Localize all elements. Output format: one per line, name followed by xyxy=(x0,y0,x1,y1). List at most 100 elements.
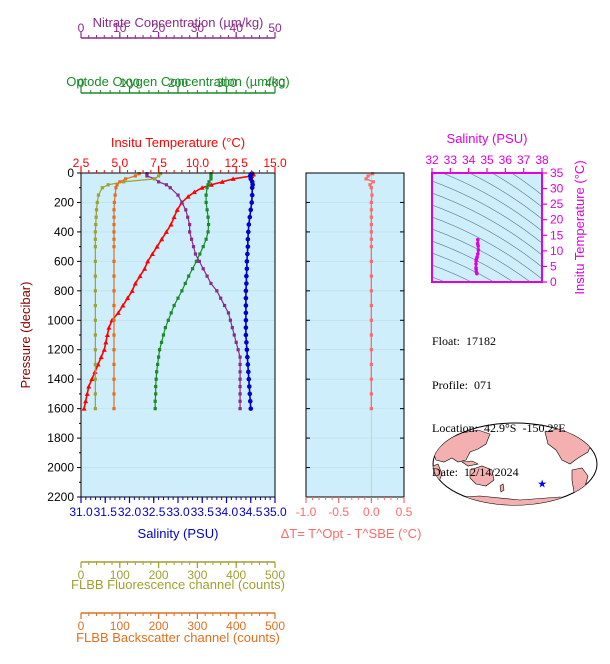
delta-point xyxy=(369,362,373,367)
salinity-tick-label: 33.0 xyxy=(166,505,190,519)
salinity-point xyxy=(243,310,249,316)
salinity-point xyxy=(249,192,255,198)
ts-density-contour xyxy=(432,228,531,282)
ts-density-contour xyxy=(432,180,542,244)
salinity-tick-label: 35.0 xyxy=(263,505,287,519)
oxygen-point xyxy=(169,311,173,315)
delta-point xyxy=(369,215,373,219)
backscatter-point xyxy=(112,222,116,227)
fluorescence-point xyxy=(93,303,97,308)
oxygen-point xyxy=(172,303,176,308)
backscatter-tick-label: 400 xyxy=(226,619,246,633)
oxygen-point xyxy=(201,245,205,249)
profiles-panel: 0200400600800100012001400160018002000220… xyxy=(18,15,290,645)
nitrate-point xyxy=(238,370,242,374)
temperature-point xyxy=(98,354,104,360)
fluorescence-axis-label: FLBB Fluorescence channel (counts) xyxy=(71,577,285,592)
temperature-point xyxy=(84,391,90,396)
pressure-tick-label: 200 xyxy=(54,195,74,209)
ts-density-contour xyxy=(491,173,542,208)
ts-salinity-tick-label: 34 xyxy=(462,153,476,167)
delta-point xyxy=(369,333,373,337)
nitrate-point xyxy=(234,340,238,344)
nitrate-point xyxy=(238,392,242,396)
nitrate-point xyxy=(184,208,188,212)
backscatter-point xyxy=(115,183,119,187)
fluorescence-point xyxy=(96,193,101,197)
oxygen-point xyxy=(159,340,164,344)
ts-density-contour xyxy=(432,252,495,282)
backscatter-point xyxy=(112,318,116,322)
delta-point xyxy=(371,172,375,176)
backscatter-point xyxy=(112,215,116,219)
backscatter-point xyxy=(112,245,116,249)
pressure-tick-label: 1200 xyxy=(47,343,74,357)
backscatter-point xyxy=(112,348,116,352)
backscatter-tick-label: 300 xyxy=(187,619,207,633)
oxygen-point xyxy=(176,296,180,300)
fluorescence-point xyxy=(93,259,97,263)
ts-temperature-tick-label: 5 xyxy=(550,259,557,273)
nitrate-point xyxy=(145,174,149,178)
fluorescence-point xyxy=(93,362,97,367)
pressure-axis-label: Pressure (decibar) xyxy=(18,282,33,389)
oxygen-point xyxy=(205,186,209,190)
pressure-tick-label: 0 xyxy=(67,166,74,180)
nitrate-point xyxy=(176,193,180,197)
nitrate-tick-label: 40 xyxy=(230,21,244,35)
oxygen-point xyxy=(161,333,166,337)
temperature-point xyxy=(149,251,155,256)
delta-point xyxy=(369,222,373,227)
ts-temperature-tick-label: 0 xyxy=(550,275,557,289)
oxygen-point xyxy=(163,326,167,330)
salinity-point xyxy=(245,354,250,360)
world-map: ★ xyxy=(432,422,598,506)
float-location-marker: ★ xyxy=(537,479,547,491)
temperature-point xyxy=(104,332,110,337)
profile-number: Profile: 071 xyxy=(432,377,492,392)
ts-temperature-tick-label: 35 xyxy=(550,166,564,180)
salinity-point xyxy=(249,200,255,205)
nitrate-point xyxy=(238,355,242,359)
delta-tick-label: -0.5 xyxy=(328,505,349,519)
ts-density-contour xyxy=(432,204,542,268)
ts-salinity-tick-label: 33 xyxy=(444,153,458,167)
ts-density-contour xyxy=(441,173,542,232)
fluorescence-tick-label: 100 xyxy=(110,568,130,582)
ts-temperature-tick-label: 20 xyxy=(550,213,564,227)
fluorescence-point xyxy=(94,215,98,219)
delta-point xyxy=(369,392,373,396)
salinity-point xyxy=(244,347,250,353)
delta-point xyxy=(369,208,373,212)
temperature-tick-label: 2.5 xyxy=(73,156,90,170)
delta-point xyxy=(369,318,373,322)
fluorescence-point xyxy=(93,289,97,293)
backscatter-point xyxy=(124,177,128,181)
oxygen-point xyxy=(204,237,208,241)
nitrate-point xyxy=(230,326,234,330)
float-location: Location: 42.9°S -150.2°E xyxy=(432,421,566,435)
backscatter-series xyxy=(112,172,141,411)
ts-salinity-tick-label: 32 xyxy=(425,153,439,167)
nitrate-point xyxy=(168,186,172,190)
salinity-point xyxy=(244,259,250,264)
oxygen-point xyxy=(187,274,191,278)
pressure-tick-label: 2200 xyxy=(47,490,74,504)
salinity-point xyxy=(245,251,250,257)
salinity-point xyxy=(244,340,249,345)
ts-salinity-tick-label: 36 xyxy=(499,153,513,167)
ts-series xyxy=(474,237,481,276)
delta-point xyxy=(370,193,374,197)
temperature-point xyxy=(145,258,151,264)
fluorescence-point xyxy=(93,407,97,411)
fluorescence-point xyxy=(93,377,97,381)
backscatter-point xyxy=(112,259,116,263)
salinity-point xyxy=(247,398,253,404)
map-land-indonesia xyxy=(461,460,479,467)
nitrate-point xyxy=(228,318,232,322)
oxygen-point xyxy=(204,200,208,205)
temperature-point xyxy=(174,207,180,212)
